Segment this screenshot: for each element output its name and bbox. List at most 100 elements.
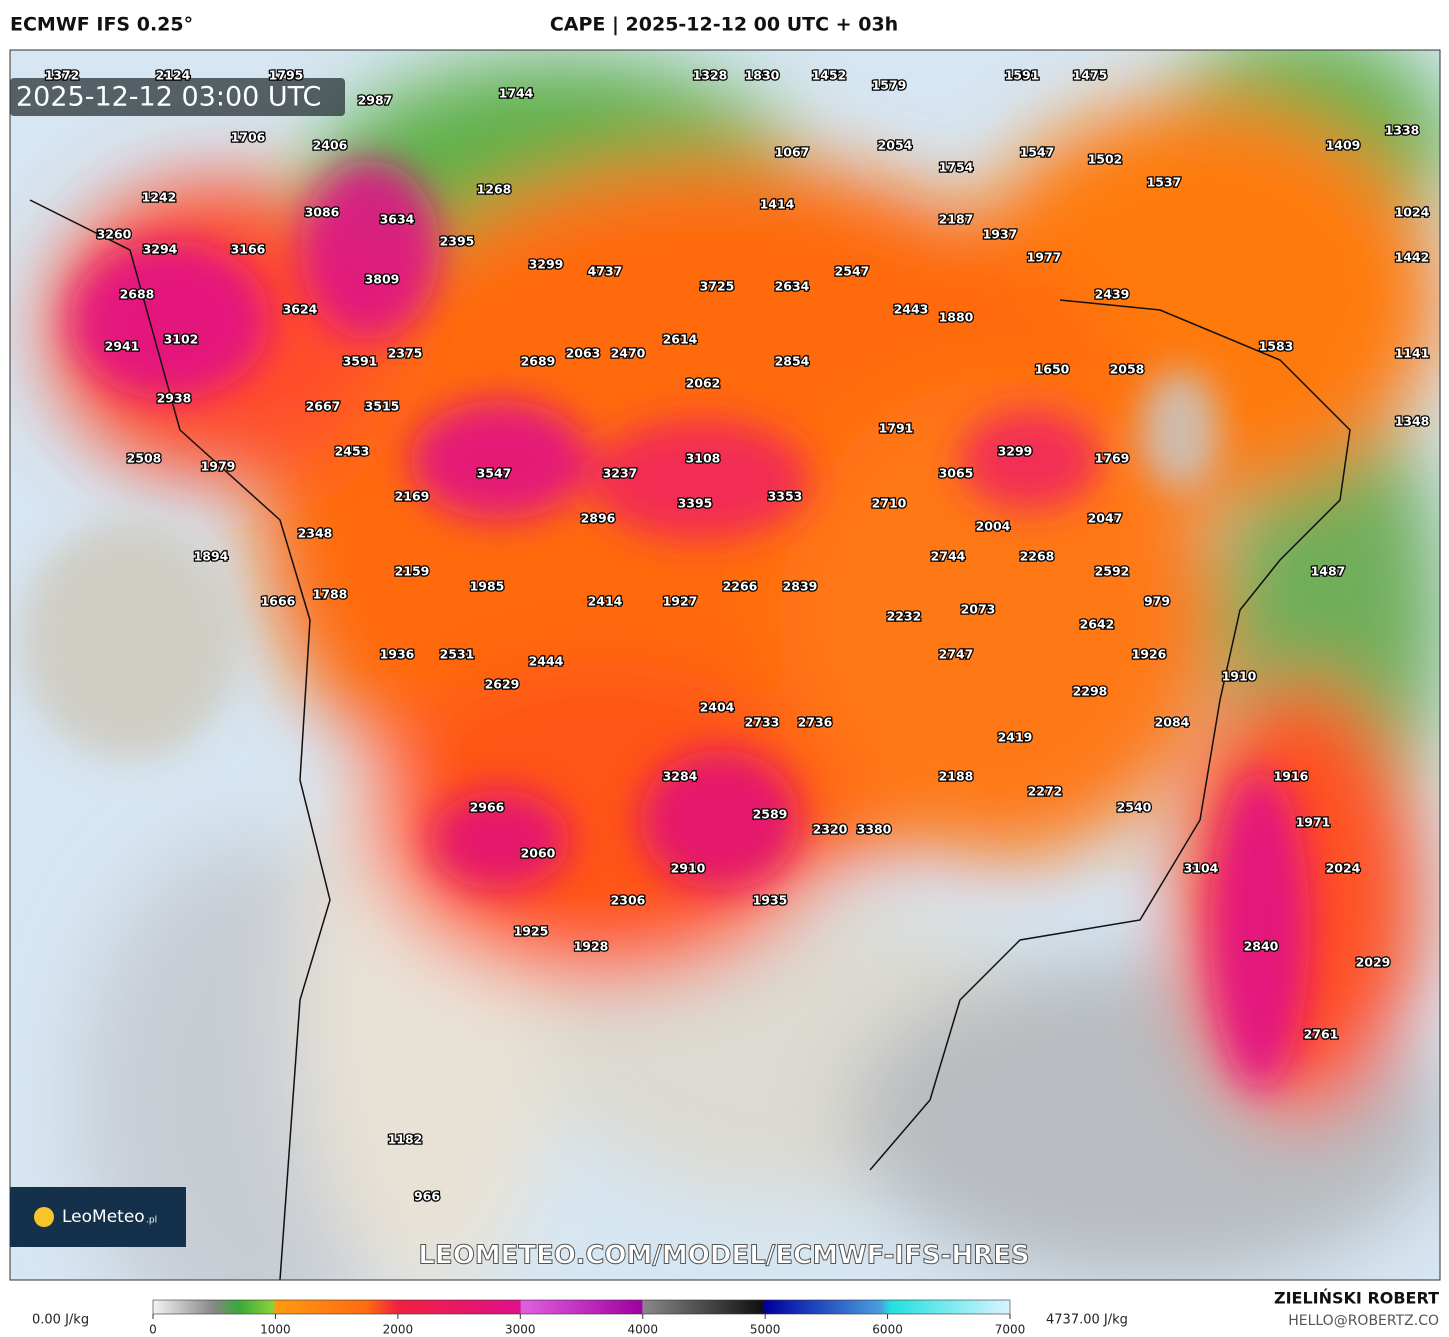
cape-value-label: 3299 (529, 257, 564, 272)
cape-value-label: 3086 (305, 205, 340, 220)
cape-value-label: 2761 (1304, 1027, 1339, 1042)
cape-value-label: 1547 (1020, 145, 1055, 160)
cape-value-label: 2084 (1155, 715, 1190, 730)
cape-value-label: 2592 (1095, 564, 1130, 579)
cape-value-label: 1242 (142, 190, 177, 205)
cape-value-label: 2629 (485, 677, 520, 692)
cape-value-label: 1936 (380, 647, 415, 662)
cape-value-label: 966 (414, 1189, 440, 1204)
cape-value-label: 2966 (470, 800, 505, 815)
cape-value-label: 1650 (1035, 362, 1070, 377)
cape-value-label: 1927 (663, 594, 698, 609)
map-background (10, 50, 1440, 1280)
cape-value-label: 2063 (566, 346, 601, 361)
cape-value-label: 2406 (313, 138, 348, 153)
cape-value-label: 2187 (939, 212, 974, 227)
cape-value-label: 1666 (261, 594, 296, 609)
cape-value-label: 1579 (872, 78, 907, 93)
cape-value-label: 1925 (514, 924, 549, 939)
cape-value-label: 1583 (1259, 339, 1294, 354)
cape-value-label: 1979 (201, 459, 236, 474)
cape-value-label: 2395 (440, 234, 475, 249)
cape-value-label: 2073 (961, 602, 996, 617)
cape-value-label: 1328 (693, 68, 728, 83)
cape-value-label: 1971 (1296, 815, 1331, 830)
cape-value-label: 3260 (97, 227, 132, 242)
colorbar-tick-label: 1000 (260, 1323, 291, 1337)
cape-value-label: 1937 (983, 227, 1018, 242)
cape-value-label: 3515 (365, 399, 400, 414)
cape-value-label: 3294 (143, 242, 178, 257)
cape-value-label: 2348 (298, 526, 333, 541)
cape-value-label: 1487 (1311, 564, 1346, 579)
colorbar-tick-label: 4000 (627, 1323, 658, 1337)
colorbar-tick-label: 7000 (995, 1323, 1026, 1337)
cape-value-label: 1985 (470, 579, 505, 594)
cape-value-label: 3547 (477, 466, 512, 481)
cape-value-label: 2062 (686, 376, 721, 391)
cape-value-label: 2667 (306, 399, 341, 414)
cape-value-label: 2736 (798, 715, 833, 730)
cape-value-label: 1067 (775, 145, 810, 160)
cape-value-label: 2047 (1088, 511, 1123, 526)
logo-icon (34, 1207, 54, 1227)
cape-value-label: 2443 (894, 302, 929, 317)
cape-value-label: 1754 (939, 160, 974, 175)
cape-value-label: 1414 (760, 197, 795, 212)
colorbar-tick-label: 3000 (505, 1323, 536, 1337)
cape-value-label: 1452 (812, 68, 847, 83)
cape-value-label: 2614 (663, 332, 698, 347)
cape-value-label: 4737 (588, 264, 623, 279)
cape-value-label: 2453 (335, 444, 370, 459)
cape-value-label: 2029 (1356, 955, 1391, 970)
cape-value-label: 2232 (887, 609, 922, 624)
cape-value-label: 3591 (343, 354, 378, 369)
colorbar-tick-label: 0 (149, 1323, 157, 1337)
cape-value-label: 2419 (998, 730, 1033, 745)
cape-value-label: 1268 (477, 182, 512, 197)
logo-suffix: .pl (146, 1216, 157, 1226)
cape-value-label: 3624 (283, 302, 318, 317)
cape-value-label: 1916 (1274, 769, 1309, 784)
cape-value-label: 2188 (939, 769, 974, 784)
cape-value-label: 2375 (388, 346, 423, 361)
cape-value-label: 3102 (164, 332, 199, 347)
cape-value-label: 2634 (775, 279, 810, 294)
cape-value-label: 2854 (775, 354, 810, 369)
cape-value-label: 979 (1144, 594, 1170, 609)
cape-value-label: 1894 (194, 549, 229, 564)
cape-value-label: 1372 (45, 68, 80, 83)
cape-value-label: 1442 (1395, 250, 1430, 265)
cape-value-label: 2320 (813, 822, 848, 837)
cape-value-label: 2839 (783, 579, 818, 594)
cape-value-label: 1338 (1385, 123, 1420, 138)
value-labels: 1372 2124 1795 2987 1744 1328 1830 1452 1579 1591… (43, 66, 1431, 1205)
colorbar-max-label: 4737.00 J/kg (1046, 1313, 1128, 1328)
cape-value-label: 2987 (358, 93, 393, 108)
cape-value-label: 1744 (499, 86, 534, 101)
model-name: ECMWF IFS 0.25° (10, 14, 193, 36)
cape-value-label: 1475 (1073, 68, 1108, 83)
author: ZIELIŃSKI ROBERT (1274, 1289, 1439, 1308)
cape-value-label: 2159 (395, 564, 430, 579)
cape-value-label: 2404 (700, 700, 735, 715)
logo-name: LeoMeteo (62, 1207, 145, 1227)
cape-value-label: 2642 (1080, 617, 1115, 632)
cape-value-label: 1024 (1395, 205, 1430, 220)
cape-value-label: 2306 (611, 893, 646, 908)
cape-value-label: 1706 (231, 130, 266, 145)
colorbar-tick-label: 5000 (750, 1323, 781, 1337)
cape-value-label: 2938 (157, 391, 192, 406)
cape-value-label: 2910 (671, 861, 706, 876)
cape-value-label: 1769 (1095, 451, 1130, 466)
cape-value-label: 2004 (976, 519, 1011, 534)
cape-value-label: 1502 (1088, 152, 1123, 167)
cape-value-label: 3108 (686, 451, 721, 466)
cape-value-label: 2444 (529, 654, 564, 669)
cape-value-label: 2058 (1110, 362, 1145, 377)
cape-value-label: 1791 (879, 421, 914, 436)
cape-value-label: 3395 (678, 496, 713, 511)
timestamp-box (10, 78, 345, 116)
cape-value-label: 2896 (581, 511, 616, 526)
